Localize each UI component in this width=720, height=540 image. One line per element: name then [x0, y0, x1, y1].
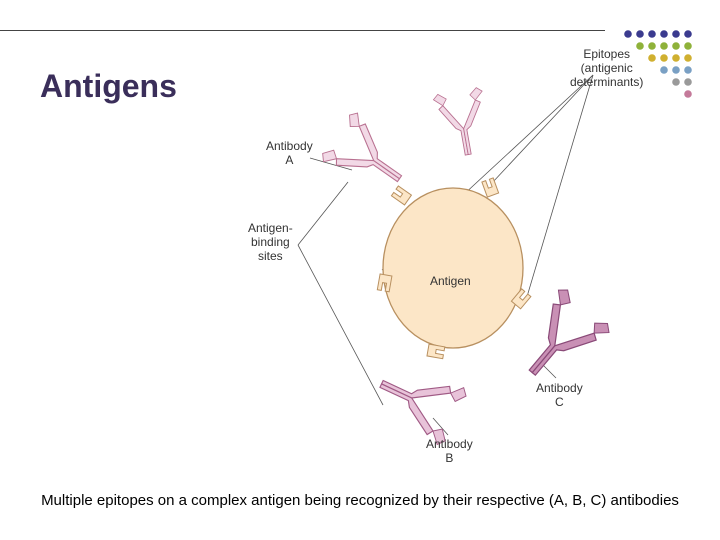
- caption-text: Multiple epitopes on a complex antigen b…: [40, 491, 680, 511]
- label-antibody-c: Antibody C: [536, 382, 583, 410]
- label-epitopes: Epitopes (antigenic determinants): [570, 48, 643, 89]
- antigen-diagram: Epitopes (antigenic determinants) Antibo…: [258, 60, 608, 450]
- label-antigen: Antigen: [430, 275, 471, 289]
- page-title: Antigens: [40, 68, 177, 105]
- title-underline: [0, 30, 605, 31]
- label-antibody-b: Antibody B: [426, 438, 473, 466]
- label-antigen-binding: Antigen- binding sites: [248, 222, 293, 263]
- label-antibody-a: Antibody A: [266, 140, 313, 168]
